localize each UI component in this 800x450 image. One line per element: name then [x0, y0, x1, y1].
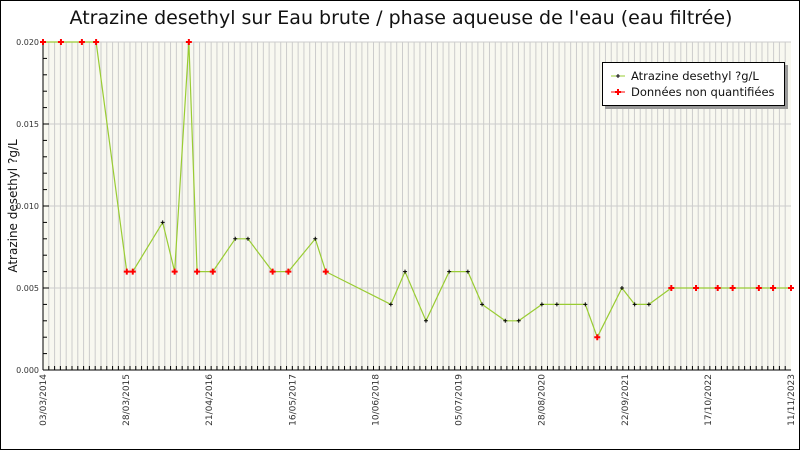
data-point-marker — [503, 318, 508, 323]
data-point-marker — [619, 286, 624, 290]
legend-item-measured: Atrazine desethyl ?g/L — [611, 68, 759, 84]
data-point-marker — [403, 269, 408, 274]
chart-title: Atrazine desethyl sur Eau brute / phase … — [69, 7, 733, 29]
data-point-marker — [554, 302, 559, 307]
non-quantified-marker — [57, 39, 64, 45]
non-quantified-marker — [285, 268, 292, 275]
non-quantified-marker — [185, 39, 192, 45]
non-quantified-marker — [269, 268, 276, 275]
svg-text:0.010: 0.010 — [16, 202, 39, 211]
non-quantified-marker — [594, 334, 601, 341]
svg-text:05/07/2019: 05/07/2019 — [455, 374, 465, 426]
non-quantified-marker — [129, 268, 136, 275]
legend-item-non-quantified: Données non quantifiées — [611, 84, 775, 100]
svg-text:11/11/2023: 11/11/2023 — [787, 374, 797, 426]
non-quantified-marker — [194, 268, 201, 275]
data-point-marker — [646, 302, 651, 307]
non-quantified-marker — [788, 285, 794, 291]
data-point-marker — [423, 318, 428, 323]
svg-text:0.005: 0.005 — [16, 284, 39, 293]
data-point-marker — [539, 302, 544, 307]
non-quantified-marker — [171, 268, 178, 275]
data-point-marker — [480, 302, 485, 307]
non-quantified-marker — [93, 39, 100, 45]
non-quantified-marker — [770, 285, 777, 291]
svg-text:17/10/2022: 17/10/2022 — [704, 374, 714, 426]
data-point-marker — [313, 236, 318, 241]
svg-text:21/04/2016: 21/04/2016 — [205, 374, 215, 426]
legend: Atrazine desethyl ?g/L Données non quant… — [602, 62, 785, 106]
data-point-marker — [160, 220, 165, 225]
non-quantified-marker — [209, 268, 216, 275]
svg-text:22/09/2021: 22/09/2021 — [621, 374, 631, 426]
svg-text:0.015: 0.015 — [16, 120, 39, 129]
non-quantified-marker — [693, 285, 700, 291]
svg-text:0.020: 0.020 — [16, 38, 39, 47]
black-cross-marker-icon — [611, 74, 625, 78]
svg-text:28/08/2020: 28/08/2020 — [538, 374, 548, 426]
non-quantified-marker — [755, 285, 762, 291]
non-quantified-marker — [40, 39, 46, 45]
red-cross-marker-icon — [611, 89, 625, 95]
data-point-marker — [245, 236, 250, 241]
data-point-marker — [233, 236, 238, 241]
data-point-marker — [388, 302, 393, 307]
non-quantified-marker — [668, 285, 675, 291]
non-quantified-marker — [322, 268, 329, 275]
non-quantified-marker — [123, 268, 130, 275]
data-point-marker — [516, 318, 521, 323]
non-quantified-marker — [78, 39, 85, 45]
svg-text:10/06/2018: 10/06/2018 — [371, 374, 381, 426]
non-quantified-marker — [729, 285, 736, 291]
data-point-marker — [583, 302, 588, 307]
data-point-marker — [447, 269, 452, 274]
svg-text:0.000: 0.000 — [16, 366, 39, 375]
data-point-marker — [465, 269, 470, 274]
non-quantified-marker — [714, 285, 721, 291]
svg-text:16/05/2017: 16/05/2017 — [288, 374, 298, 426]
svg-text:03/03/2014: 03/03/2014 — [39, 374, 49, 426]
svg-text:28/03/2015: 28/03/2015 — [122, 374, 132, 426]
data-point-marker — [632, 302, 637, 307]
